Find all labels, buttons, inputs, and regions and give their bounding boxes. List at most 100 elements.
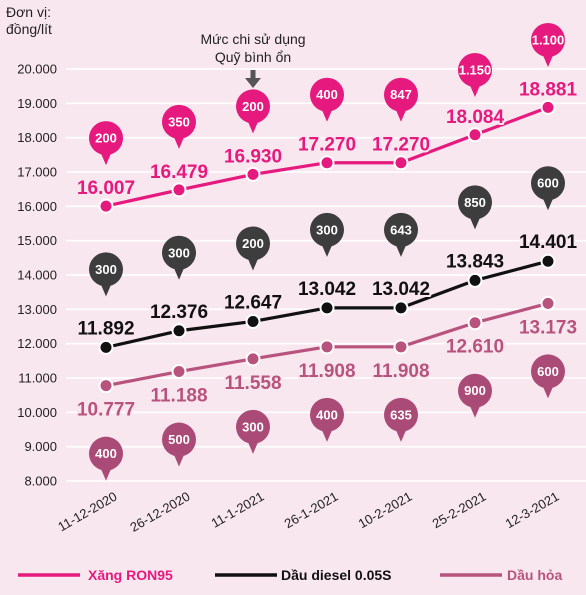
fund-bubble: 1.150 xyxy=(458,53,492,97)
fund-bubble-circle xyxy=(89,252,123,287)
y-tick-label: 13.000 xyxy=(17,302,57,317)
y-tick-label: 11.000 xyxy=(18,371,57,386)
fund-bubble-tail xyxy=(542,53,554,67)
fund-bubble-tail xyxy=(321,427,333,442)
fund-bubble: 300 xyxy=(89,252,123,297)
fund-bubble-tail xyxy=(173,265,185,280)
fund-value: 200 xyxy=(95,131,117,146)
fund-bubble: 600 xyxy=(531,354,565,399)
data-point xyxy=(393,339,409,355)
legend-layer: Xăng RON95 Dầu diesel 0.05S Dầu hỏa xyxy=(18,567,562,583)
x-tick-label: 12-3-2021 xyxy=(503,489,562,532)
value-label-halo: 11.558 xyxy=(224,373,281,394)
value-label: 13.843 xyxy=(446,251,504,272)
fund-bubble-circle xyxy=(162,422,196,457)
fund-bubble: 500 xyxy=(162,422,196,467)
value-label-halo: 16.007 xyxy=(77,178,135,199)
value-label-halo: 12.647 xyxy=(224,292,282,313)
label-layer: 16.00716.00716.47916.47916.93016.93017.2… xyxy=(75,77,580,422)
y-tick-label: 16.000 xyxy=(17,199,57,214)
fund-value: 500 xyxy=(168,432,190,447)
fund-bubble-circle xyxy=(236,226,270,261)
value-label: 18.881 xyxy=(519,79,578,100)
data-point xyxy=(98,339,114,355)
fund-bubble-tail xyxy=(542,384,554,399)
fund-bubble: 643 xyxy=(384,212,418,257)
fund-value: 600 xyxy=(537,364,559,379)
fund-bubble-tail xyxy=(542,196,554,211)
y-tick-label: 20.000 xyxy=(17,62,57,77)
value-label-halo: 17.270 xyxy=(298,135,356,156)
fund-value: 300 xyxy=(95,262,117,277)
fund-bubble-circle xyxy=(162,235,196,270)
data-point xyxy=(171,182,187,198)
data-point xyxy=(393,300,409,316)
data-point xyxy=(319,339,335,355)
fund-value: 635 xyxy=(390,407,412,422)
x-tick-label: 11-12-2020 xyxy=(55,489,119,535)
fund-bubble-circle xyxy=(310,397,344,432)
fund-bubble-circle xyxy=(89,121,123,156)
fund-bubble-tail xyxy=(100,151,112,166)
fund-bubble-tail xyxy=(395,242,407,257)
fund-value: 300 xyxy=(242,419,264,434)
value-label-halo: 14.401 xyxy=(519,232,578,253)
value-label: 12.610 xyxy=(446,337,504,358)
value-label: 13.042 xyxy=(298,279,356,300)
legend-label: Dầu diesel 0.05S xyxy=(281,567,392,583)
data-point xyxy=(540,295,556,311)
fund-bubble-tail xyxy=(173,134,185,149)
fund-bubble-circle xyxy=(384,397,418,432)
value-label-halo: 12.376 xyxy=(150,302,208,323)
value-label: 13.173 xyxy=(519,317,577,338)
y-tick-label: 18.000 xyxy=(17,130,57,145)
fund-bubble-tail xyxy=(321,242,333,257)
annotation-text: Quỹ bình ổn xyxy=(215,49,291,65)
fund-bubble: 200 xyxy=(236,89,270,134)
fund-bubble-circle xyxy=(384,212,418,247)
unit-label: Đơn vị: xyxy=(6,4,51,20)
fund-bubble-circle xyxy=(384,77,418,112)
fund-bubble-circle xyxy=(531,354,565,389)
fund-bubble: 300 xyxy=(162,235,196,280)
fund-bubble-circle xyxy=(89,436,123,471)
fund-value: 200 xyxy=(242,99,264,114)
value-label-halo: 13.843 xyxy=(446,251,504,272)
fund-bubble-circle xyxy=(458,185,492,220)
legend-label: Xăng RON95 xyxy=(88,567,173,583)
annotation-text: Mức chi sử dụng xyxy=(200,31,305,47)
fund-bubble: 1.100 xyxy=(531,23,565,67)
fund-bubble: 300 xyxy=(310,212,344,257)
fund-value: 300 xyxy=(168,245,190,260)
fund-bubble-tail xyxy=(247,439,259,454)
bubble-layer: 200 350 200 400 847 1.150 1.100 300 300 200 300 643… xyxy=(89,23,565,481)
fund-bubble-circle xyxy=(310,77,344,112)
fund-bubble-tail xyxy=(395,107,407,122)
data-point xyxy=(245,351,261,367)
data-point xyxy=(467,315,483,331)
value-label: 11.188 xyxy=(150,386,207,407)
fund-bubble-tail xyxy=(469,83,481,97)
value-label: 17.270 xyxy=(298,135,356,156)
y-tick-label: 19.000 xyxy=(17,96,57,111)
fund-value: 400 xyxy=(95,446,117,461)
fund-bubble-circle xyxy=(531,166,565,201)
value-label-halo: 13.042 xyxy=(298,279,356,300)
data-point xyxy=(540,253,556,269)
value-label: 11.558 xyxy=(224,373,281,394)
value-label-halo: 11.908 xyxy=(298,361,355,382)
fund-value: 350 xyxy=(168,114,190,129)
value-label-halo: 13.042 xyxy=(372,279,430,300)
y-tick-label: 10.000 xyxy=(17,405,57,420)
y-tick-label: 8.000 xyxy=(24,474,57,489)
value-label: 11.908 xyxy=(298,361,355,382)
fund-value: 900 xyxy=(464,383,486,398)
data-point xyxy=(467,272,483,288)
fund-bubble-tail xyxy=(247,119,259,134)
fund-bubble: 600 xyxy=(531,166,565,211)
data-point xyxy=(245,313,261,329)
fund-value: 300 xyxy=(316,222,338,237)
fund-value: 850 xyxy=(464,195,486,210)
fund-bubble: 200 xyxy=(89,121,123,166)
